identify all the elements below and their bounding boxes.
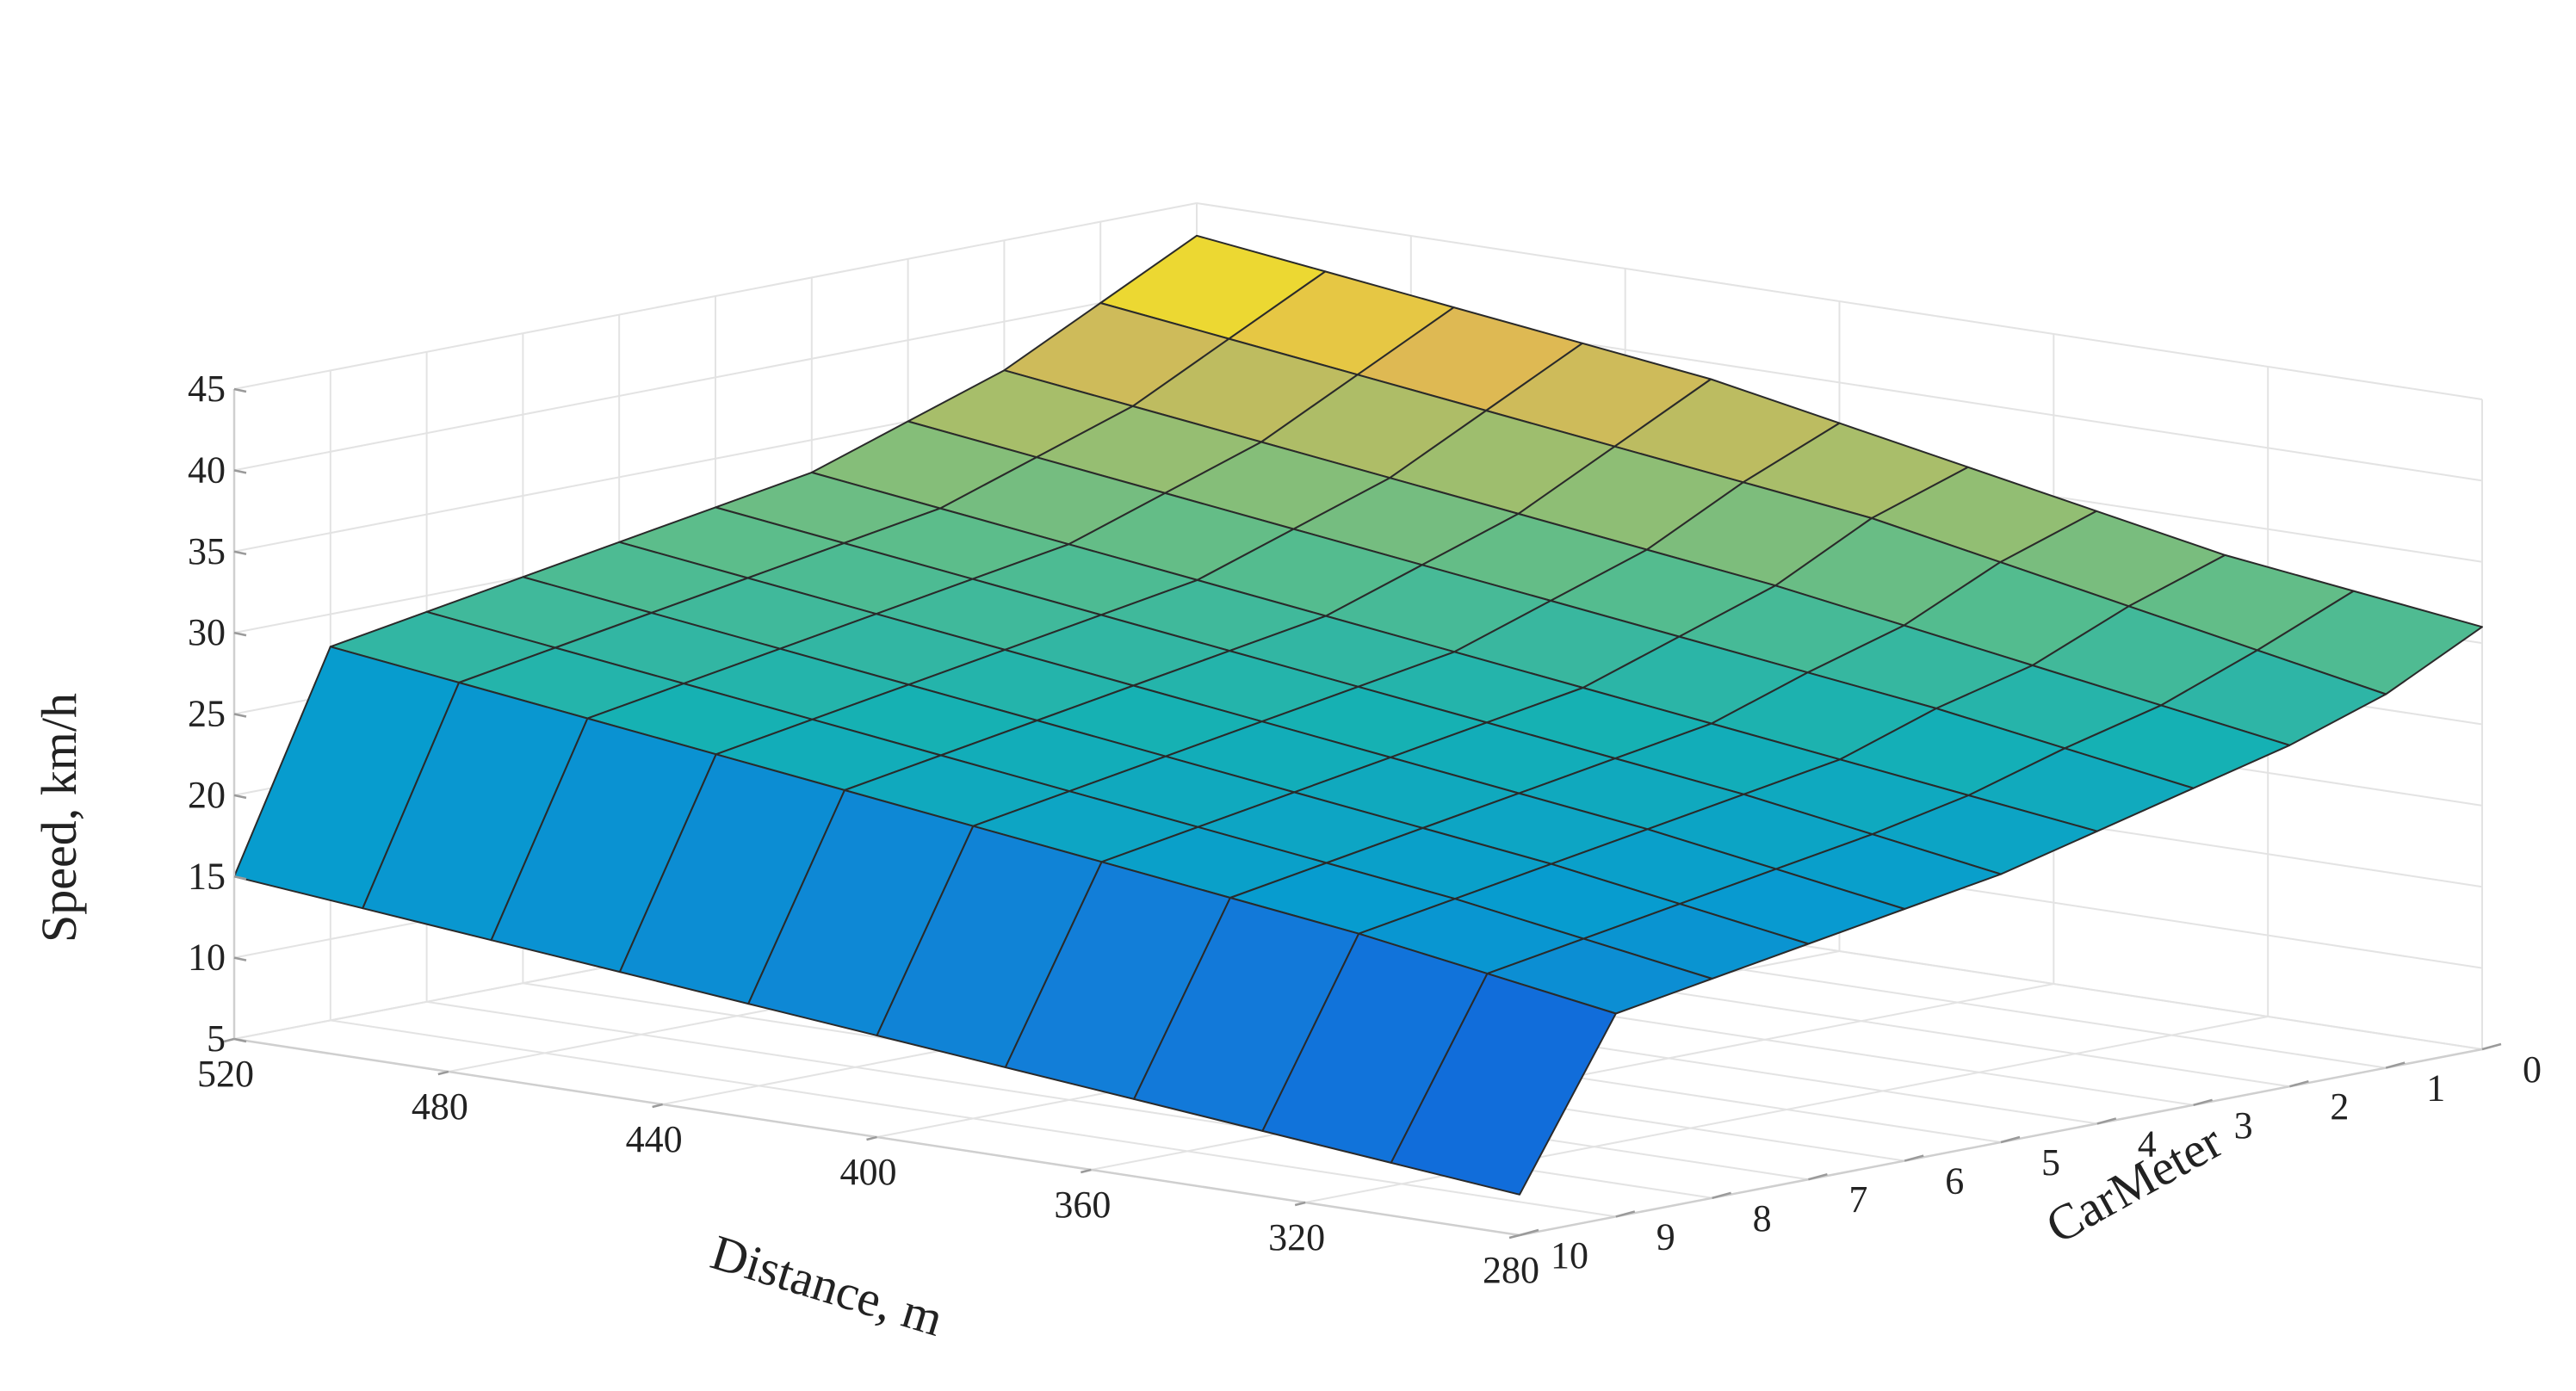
- y-tick-label-3: 3: [2234, 1104, 2253, 1147]
- y-tick-label-6: 6: [1945, 1160, 1964, 1202]
- y-tick-mark-10: [1519, 1228, 1539, 1237]
- y-tick-mark-3: [2193, 1098, 2213, 1107]
- z-tick-mark-6: [233, 550, 247, 555]
- y-tick-label-1: 1: [2426, 1067, 2445, 1110]
- z-tick-mark-4: [233, 713, 247, 718]
- x-tick-mark-0: [223, 1037, 235, 1043]
- x-tick-label-3: 400: [840, 1151, 897, 1193]
- z-tick-label-0: 5: [207, 1017, 226, 1060]
- x-tick-label-6: 280: [1483, 1249, 1539, 1291]
- y-tick-mark-7: [1808, 1172, 1828, 1181]
- y-tick-mark-5: [2000, 1135, 2021, 1144]
- surface-layer: [233, 234, 2483, 1196]
- x-tick-mark-1: [437, 1070, 449, 1076]
- y-tick-mark-6: [1904, 1154, 1924, 1162]
- z-tick-mark-1: [233, 956, 247, 961]
- y-tick-label-9: 9: [1656, 1215, 1675, 1258]
- z-tick-label-2: 15: [188, 855, 226, 897]
- x-tick-label-2: 440: [626, 1118, 683, 1160]
- y-tick-mark-4: [2096, 1117, 2117, 1125]
- x-tick-mark-3: [866, 1135, 877, 1141]
- y-tick-label-4: 4: [2138, 1122, 2157, 1165]
- y-tick-mark-9: [1615, 1210, 1636, 1218]
- x-tick-mark-5: [1294, 1201, 1306, 1207]
- z-tick-mark-5: [233, 631, 247, 637]
- z-tick-label-4: 25: [188, 693, 226, 735]
- x-tick-mark-2: [652, 1103, 663, 1109]
- y-tick-label-10: 10: [1551, 1234, 1588, 1277]
- y-tick-label-5: 5: [2041, 1141, 2060, 1184]
- y-axis-title: CarMeter: [2037, 1113, 2232, 1255]
- z-tick-label-8: 45: [188, 368, 226, 410]
- y-tick-label-7: 7: [1848, 1178, 1867, 1221]
- floor-gridline-y-9: [330, 1019, 1616, 1218]
- x-tick-label-4: 360: [1054, 1184, 1111, 1226]
- side-wall-zline-7: [233, 283, 1198, 472]
- y-tick-label-0: 0: [2523, 1048, 2542, 1091]
- z-tick-label-3: 20: [188, 774, 226, 816]
- z-tick-label-5: 30: [188, 611, 226, 653]
- z-tick-label-6: 35: [188, 530, 226, 572]
- y-tick-mark-2: [2289, 1079, 2309, 1088]
- z-tick-label-1: 10: [188, 937, 226, 979]
- x-tick-mark-4: [1081, 1168, 1092, 1174]
- x-tick-mark-6: [1508, 1233, 1520, 1240]
- z-tick-mark-8: [233, 387, 247, 393]
- y-tick-label-2: 2: [2330, 1085, 2349, 1128]
- x-tick-label-1: 480: [412, 1085, 468, 1128]
- y-tick-mark-1: [2385, 1061, 2406, 1069]
- y-tick-mark-8: [1712, 1191, 1731, 1200]
- x-axis-title: Distance, m: [705, 1224, 950, 1347]
- x-tick-label-5: 320: [1268, 1216, 1325, 1258]
- z-tick-mark-0: [233, 1037, 247, 1043]
- z-tick-mark-7: [233, 469, 247, 474]
- z-tick-label-7: 40: [188, 448, 226, 491]
- back-wall-zline-8: [1196, 202, 2483, 400]
- y-tick-mark-0: [2481, 1042, 2502, 1051]
- z-axis-title: Speed, km/h: [31, 693, 87, 943]
- z-tick-mark-2: [233, 875, 247, 881]
- z-tick-mark-3: [233, 794, 247, 800]
- axis-layer: 5101520253035404552048044040036032028001…: [188, 368, 2542, 1291]
- surface-patch-r9-c9: [1390, 973, 1617, 1196]
- side-wall-zline-8: [233, 202, 1198, 390]
- y-tick-label-8: 8: [1753, 1197, 1772, 1240]
- x-tick-label-0: 520: [197, 1053, 254, 1095]
